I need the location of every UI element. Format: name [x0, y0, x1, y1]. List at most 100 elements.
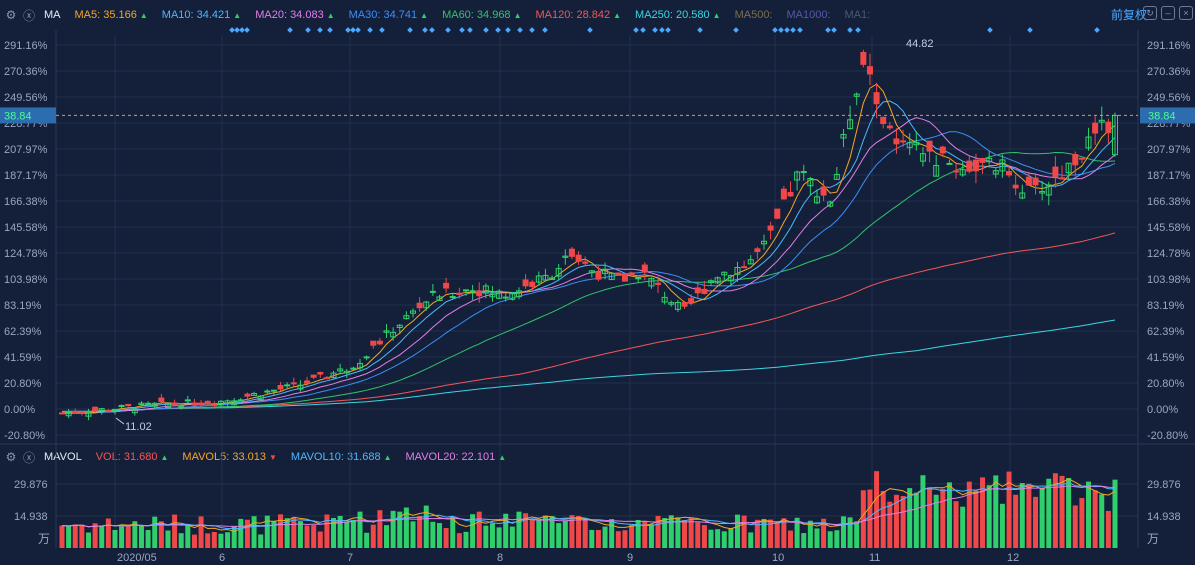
volume-bar	[940, 488, 946, 548]
ma-legend-item-6[interactable]: MA250: 20.580 ▲	[635, 9, 721, 21]
event-marker-icon	[505, 27, 511, 33]
price-axis-left-label: 20.80%	[4, 378, 42, 390]
event-marker-icon	[345, 27, 351, 33]
ma-legend-label: MA30: 34.741	[348, 9, 418, 21]
candle-body	[105, 409, 112, 412]
candle-body	[317, 372, 324, 375]
volume-bar	[105, 518, 111, 548]
volume-bar	[854, 521, 860, 548]
volume-bar	[364, 532, 370, 548]
volume-bar	[311, 525, 317, 548]
volume-legend-item-3[interactable]: MAVOL20: 22.101 ▲	[406, 451, 507, 463]
candle-body	[615, 272, 622, 276]
volume-legend-item-0[interactable]: VOL: 31.680 ▲	[96, 451, 169, 463]
ma5-line	[61, 83, 1116, 414]
event-marker-icon	[445, 27, 451, 33]
ma20-line	[61, 117, 1116, 414]
minimize-icon[interactable]: –	[1161, 6, 1175, 20]
event-marker-icon	[459, 27, 465, 33]
event-marker-icon	[1027, 27, 1033, 33]
volume-indicator-name[interactable]: MAVOL	[44, 451, 82, 463]
volume-bar	[807, 520, 813, 548]
volume-bar	[317, 531, 323, 548]
candle-body	[1085, 136, 1092, 149]
candle-body	[787, 192, 794, 197]
volume-bar	[125, 525, 131, 548]
candle-body	[158, 397, 165, 402]
candle-body	[244, 393, 251, 397]
refresh-icon[interactable]: ↻	[1143, 6, 1157, 20]
ma-legend-item-2[interactable]: MA20: 34.083 ▲	[255, 9, 334, 21]
volume-close-icon[interactable]: ⓧ	[22, 450, 35, 465]
candle-body	[297, 384, 304, 390]
ma-legend-item-3[interactable]: MA30: 34.741 ▲	[349, 9, 428, 21]
volume-bar	[801, 533, 807, 548]
candle-body	[820, 186, 827, 196]
ma-legend-item-0[interactable]: MA5: 35.166 ▲	[75, 9, 148, 21]
volume-bar	[701, 525, 707, 548]
volume-bar	[397, 511, 403, 548]
mavol10-line	[61, 481, 1116, 530]
candle-body	[946, 162, 953, 165]
candle-body	[363, 356, 370, 359]
ma-legend-item-8[interactable]: MA1000:	[787, 9, 831, 21]
candle-body	[330, 372, 337, 379]
ma-indicator-name[interactable]: MA	[44, 9, 61, 21]
ma-legend-item-5[interactable]: MA120: 28.842 ▲	[535, 9, 621, 21]
event-marker-icon	[652, 27, 658, 33]
ma-legend-label: MA5: 35.166	[74, 9, 137, 21]
settings-gear-icon[interactable]: ⚙	[5, 8, 17, 22]
event-marker-icon	[733, 27, 739, 33]
candle-body	[290, 382, 297, 385]
candle-body	[694, 287, 701, 294]
candle-body	[674, 301, 681, 310]
event-marker-icon	[287, 27, 293, 33]
close-icon[interactable]: ⓧ	[22, 8, 35, 23]
price-axis-right-label: 207.97%	[1147, 144, 1191, 156]
candle-body	[350, 367, 357, 370]
candle-body	[741, 266, 748, 269]
ma-legend-item-9[interactable]: MA1:	[845, 9, 871, 21]
candle-body	[562, 255, 569, 258]
volume-bar	[496, 527, 502, 548]
volume-bar	[973, 490, 979, 548]
volume-bar	[622, 530, 628, 548]
candle-body	[933, 164, 940, 177]
volume-bar	[1019, 483, 1025, 548]
volume-bar	[715, 529, 721, 548]
volume-legend-item-1[interactable]: MAVOL5: 33.013 ▼	[182, 451, 277, 463]
date-axis-label: 12	[1007, 552, 1019, 564]
volume-bar	[668, 515, 674, 548]
ma-legend-item-7[interactable]: MA500:	[735, 9, 773, 21]
volume-legend-label: VOL: 31.680	[95, 451, 158, 463]
price-axis-right-label: 83.19%	[1147, 300, 1185, 312]
candle-body	[542, 274, 549, 281]
volume-bar	[225, 532, 231, 548]
ma-legend-item-4[interactable]: MA60: 34.968 ▲	[442, 9, 521, 21]
candle-body	[807, 177, 814, 187]
ma-legend-item-1[interactable]: MA10: 34.421 ▲	[162, 9, 241, 21]
candle-body	[436, 296, 443, 302]
volume-bar	[728, 528, 734, 548]
candle-body	[429, 290, 436, 293]
candle-body	[423, 301, 430, 309]
volume-bar	[774, 521, 780, 548]
volume-bar	[635, 519, 641, 548]
event-marker-icon	[422, 27, 428, 33]
candle-body	[840, 134, 847, 139]
adjust-price-button[interactable]: 前复权	[1110, 8, 1147, 22]
volume-bar	[662, 518, 668, 548]
volume-bar	[933, 494, 939, 548]
volume-bar	[814, 528, 820, 548]
candle-body	[1105, 121, 1112, 134]
volume-legend-item-2[interactable]: MAVOL10: 31.688 ▲	[291, 451, 392, 463]
volume-bar	[827, 531, 833, 548]
volume-bar	[1026, 483, 1032, 548]
close-panel-icon[interactable]: ×	[1179, 6, 1193, 20]
price-axis-right-label: 20.80%	[1147, 378, 1185, 390]
candle-body	[151, 402, 158, 407]
candle-body	[913, 141, 920, 146]
volume-bar	[244, 519, 250, 548]
volume-settings-gear-icon[interactable]: ⚙	[5, 450, 17, 464]
